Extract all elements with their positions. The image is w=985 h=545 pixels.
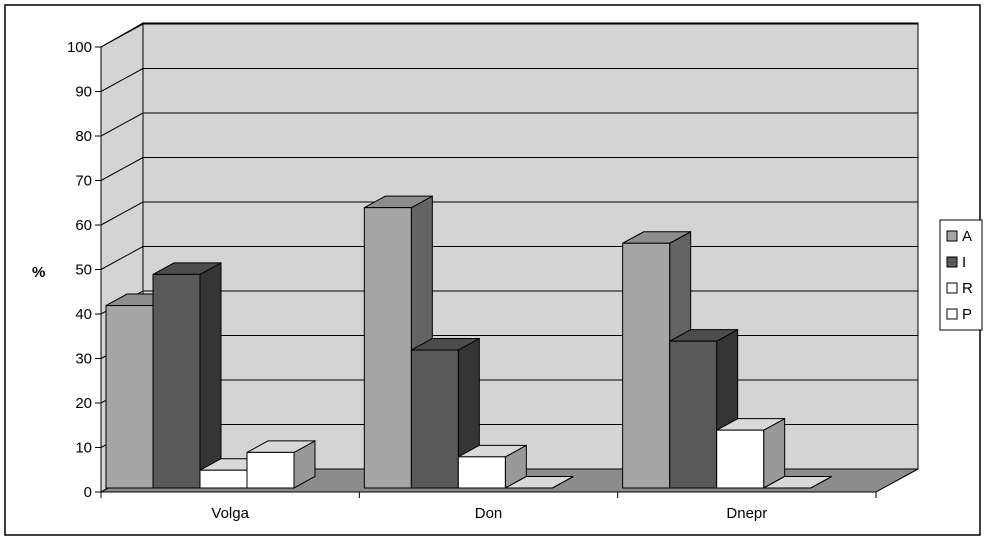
y-axis-label: %	[32, 264, 45, 281]
legend-label-i: I	[962, 254, 966, 271]
legend-box	[939, 219, 983, 331]
bar-front	[457, 456, 506, 489]
y-tick-label: 90	[75, 84, 92, 101]
bar-volga-p	[246, 440, 316, 489]
bar-front	[105, 305, 154, 489]
bar-front	[622, 242, 671, 489]
bars	[105, 195, 832, 489]
y-tick-label: 100	[67, 39, 92, 56]
bar-don-r	[457, 444, 527, 489]
bar-front	[363, 207, 412, 489]
bar-don-p	[505, 476, 574, 489]
legend-label-a: A	[962, 228, 972, 245]
y-tick-label: 20	[75, 395, 92, 412]
bar-side	[763, 417, 786, 489]
bar-top	[505, 476, 574, 489]
legend-label-r: R	[962, 280, 973, 297]
y-tick-label: 10	[75, 440, 92, 457]
category-label-don: Don	[475, 505, 503, 522]
bar-dnepr-p	[763, 476, 832, 489]
gridline-diag	[100, 246, 144, 270]
legend-label-p: P	[962, 306, 972, 323]
category-label-dnepr: Dnepr	[726, 505, 767, 522]
legend-swatch-a	[946, 230, 958, 242]
legend-swatch-i	[946, 256, 958, 268]
category-label-volga: Volga	[211, 505, 249, 522]
y-tick-label: 60	[75, 217, 92, 234]
y-tick-label: 80	[75, 128, 92, 145]
bar-dnepr-r	[716, 417, 786, 489]
y-tick-label: 0	[84, 484, 92, 501]
category-labels: Volga Don Dnepr	[100, 492, 877, 522]
gridline-diag	[100, 157, 144, 181]
bar-side	[199, 262, 222, 489]
y-tick-label: 50	[75, 262, 92, 279]
bar-front	[716, 429, 765, 489]
gridline-diag	[100, 201, 144, 226]
y-tick-label: 40	[75, 306, 92, 323]
bar-front	[669, 340, 718, 489]
legend-swatch-r	[946, 282, 958, 294]
legend-swatch-p	[946, 308, 958, 320]
bar-front	[152, 273, 201, 489]
bar-front	[199, 469, 248, 489]
gridline-diag	[100, 112, 144, 137]
gridline-diag	[100, 68, 144, 92]
y-tick-label: 70	[75, 173, 92, 190]
bar-volga-i	[152, 262, 222, 489]
bar-top	[763, 476, 832, 489]
y-axis-ticks: 0 10 20 30 40 50 60 70 80 90 100	[67, 39, 101, 501]
y-tick-label: 30	[75, 351, 92, 368]
gridline-diag	[100, 23, 144, 48]
bar-front	[246, 451, 295, 489]
bar-front	[410, 349, 459, 489]
